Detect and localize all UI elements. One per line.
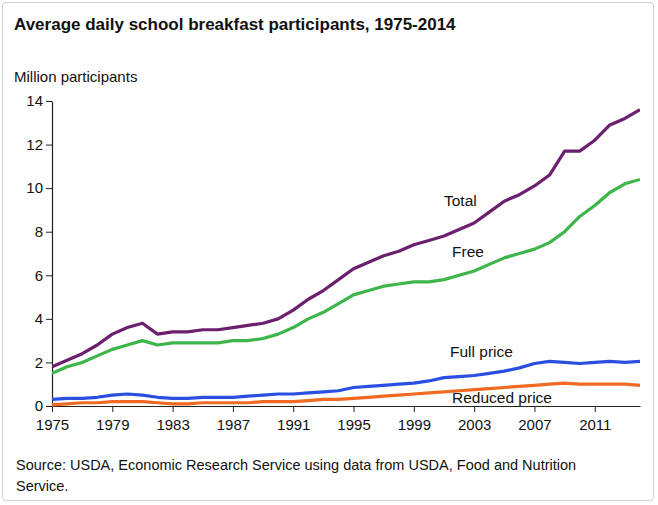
tick-label: 0 [35,397,43,414]
title: Average daily school breakfast participa… [14,15,456,34]
series-line [52,110,640,367]
chart-container: Average daily school breakfast participa… [0,0,658,505]
tick: 10 [26,179,52,196]
tick: 1983 [156,406,189,433]
series-label: Total [444,192,477,209]
tick-label: 1975 [36,416,69,433]
source-note: Source: USDA, Economic Research Service … [16,455,616,497]
tick-mark [112,406,113,412]
tick-mark [46,188,52,189]
tick-label: 1979 [96,416,129,433]
axis-line [52,102,53,407]
tick: 6 [35,267,52,284]
lines [52,110,640,405]
x-axis: 1975 1979 1983 1987 1991 1995 1999 2003 2007 2011 [36,406,641,433]
tick: 2007 [518,406,551,433]
tick-mark [233,406,234,412]
tick-label: 4 [35,310,43,327]
tick-label: 1995 [337,416,370,433]
tick-mark [414,406,415,412]
tick-mark [474,406,475,412]
tick-mark [534,406,535,412]
tick-mark [46,145,52,146]
plot: 0 2 4 6 8 10 12 14 1975 1979 1983 1987 1991 1995 1999 2… [26,92,640,433]
tick-label: 6 [35,267,43,284]
tick-mark [354,406,355,412]
tick: 0 [35,397,52,414]
tick: 2 [35,354,52,371]
tick-label: 2011 [579,416,611,433]
tick: 1999 [398,406,431,433]
axis-line [53,406,641,407]
tick-label: 1999 [398,416,431,433]
tick: 14 [26,92,52,109]
tick-label: 10 [26,179,43,196]
y-axis: 0 2 4 6 8 10 12 14 [26,92,52,414]
tick: 1991 [277,406,310,433]
series-label: Reduced price [452,389,552,406]
tick: 1975 [36,406,69,433]
tick-label: 2007 [518,416,551,433]
tick: 4 [35,310,52,327]
series-label: Free [452,243,484,260]
chart-svg: Average daily school breakfast participa… [0,0,658,505]
tick-mark [46,232,52,233]
tick-mark [173,406,174,412]
series-label: Full price [450,343,513,360]
tick: 12 [26,136,52,153]
tick: 1987 [217,406,250,433]
tick: 1995 [337,406,370,433]
series-line [52,179,640,373]
tick: 1979 [96,406,129,433]
tick-mark [46,406,52,407]
tick-label: 14 [26,92,43,109]
tick-label: 2 [35,354,43,371]
tick-mark [46,101,52,102]
tick-mark [293,406,294,412]
tick-label: 1983 [156,416,189,433]
tick-label: 8 [35,223,43,240]
tick-mark [46,275,52,276]
tick-label: 1991 [277,416,310,433]
tick-mark [52,406,53,412]
tick: 2003 [458,406,491,433]
tick-mark [46,362,52,363]
tick: 2011 [579,406,611,433]
tick-mark [46,319,52,320]
tick-mark [595,406,596,412]
tick-label: 12 [26,136,43,153]
tick-label: 2003 [458,416,491,433]
y-axis-title: Million participants [14,68,137,85]
tick-label: 1987 [217,416,250,433]
tick: 8 [35,223,52,240]
